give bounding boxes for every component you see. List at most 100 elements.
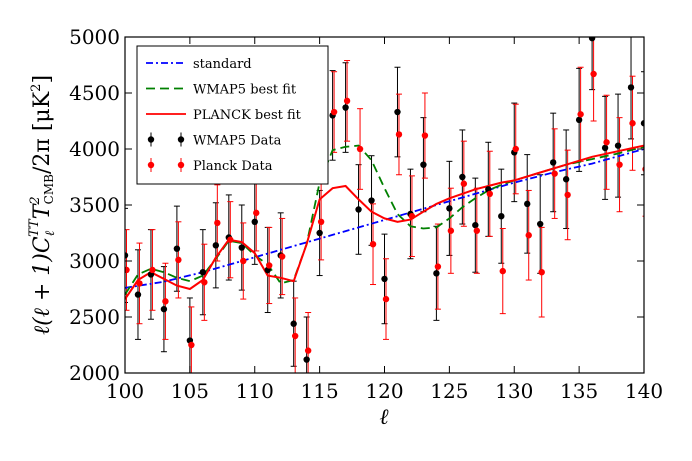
x-tick-label: 110 — [236, 379, 274, 403]
y-tick-label: 3500 — [69, 193, 120, 217]
data-point — [355, 206, 362, 213]
data-point — [459, 173, 466, 181]
data-point — [499, 267, 506, 275]
data-point — [368, 197, 375, 204]
data-point — [473, 227, 481, 234]
data-point — [125, 252, 129, 259]
data-point — [316, 229, 323, 237]
y-tick-label: 2500 — [69, 305, 120, 329]
data-point — [551, 170, 558, 177]
data-point — [173, 245, 181, 252]
y-axis-label: ℓ(ℓ + 1)CℓTTT2CMB/2π [μK2] — [27, 75, 58, 335]
data-point — [525, 232, 532, 239]
data-point — [537, 220, 544, 228]
legend: standard WMAP5 best fit PLANCK best fit WMA… — [136, 45, 329, 185]
data-point — [199, 269, 207, 276]
data-point — [601, 144, 609, 152]
data-point — [616, 161, 623, 168]
legend-swatch-marker — [177, 136, 185, 143]
line-planck-best-fit — [125, 144, 644, 300]
data-point — [251, 218, 258, 225]
data-point — [564, 191, 571, 199]
data-point — [382, 295, 390, 303]
x-tick-label: 130 — [495, 379, 533, 403]
data-point — [212, 242, 220, 249]
data-point — [343, 97, 351, 105]
data-point — [460, 180, 468, 187]
data-point — [627, 84, 635, 91]
data-point — [446, 205, 453, 212]
legend-label: PLANCK best fit — [193, 108, 302, 123]
y-tick-label: 5000 — [69, 25, 120, 49]
data-point — [291, 332, 299, 340]
y-tick-label: 3000 — [69, 249, 120, 273]
data-point — [304, 347, 312, 354]
data-point — [538, 269, 545, 276]
data-point — [395, 131, 403, 138]
data-point — [279, 253, 286, 260]
y-tick-label: 4000 — [69, 137, 120, 161]
legend-box — [136, 45, 329, 185]
data-point — [524, 200, 531, 208]
legend-item: Planck Data — [147, 158, 273, 174]
legend-item: standard — [146, 57, 252, 72]
data-point — [394, 108, 401, 116]
data-point — [420, 161, 427, 168]
legend-swatch-marker — [147, 136, 155, 143]
data-point — [614, 142, 622, 149]
legend-item: WMAP5 Data — [147, 132, 282, 149]
data-point — [134, 291, 142, 298]
data-point — [303, 356, 310, 363]
data-point — [266, 262, 273, 269]
data-point — [577, 111, 584, 118]
data-point — [562, 176, 570, 183]
data-point — [238, 244, 245, 251]
data-point — [421, 132, 429, 139]
x-tick-label: 140 — [625, 379, 663, 403]
data-point — [369, 241, 377, 248]
data-point — [486, 190, 493, 197]
data-point — [136, 280, 143, 287]
data-point — [498, 213, 505, 220]
legend-swatch-marker — [177, 161, 185, 169]
data-point — [588, 37, 596, 42]
plot-frame — [124, 36, 645, 374]
data-point — [162, 298, 169, 305]
data-point — [214, 219, 221, 227]
data-point — [433, 270, 440, 277]
data-point — [472, 221, 479, 229]
y-tick-label: 4500 — [69, 81, 120, 105]
data-point — [356, 145, 364, 153]
data-point — [447, 227, 455, 234]
data-point — [330, 108, 338, 116]
data-point — [201, 279, 208, 286]
data-point — [160, 305, 168, 313]
data-point — [603, 139, 610, 146]
data-point — [227, 236, 234, 243]
data-point — [175, 256, 182, 264]
data-point — [342, 104, 349, 111]
legend-item: WMAP5 best fit — [146, 83, 297, 98]
data-point — [125, 266, 130, 274]
legend-swatch-marker — [147, 161, 155, 169]
legend-label: WMAP5 Data — [193, 134, 282, 149]
data-point — [188, 341, 195, 349]
line-wmap5-best-fit — [125, 144, 644, 296]
x-tick-label: 115 — [301, 379, 339, 403]
data-point — [381, 275, 388, 283]
data-layer — [125, 37, 644, 373]
data-point — [408, 213, 416, 220]
data-point — [629, 120, 636, 127]
data-point — [317, 218, 325, 225]
data-point — [512, 145, 519, 153]
legend-item: PLANCK best fit — [146, 108, 302, 123]
data-point — [240, 257, 247, 265]
data-point — [549, 159, 557, 166]
x-tick-label: 100 — [106, 379, 144, 403]
x-tick-label: 125 — [430, 379, 468, 403]
legend-label: standard — [193, 57, 252, 72]
legend-label: Planck Data — [193, 159, 273, 174]
data-point — [290, 320, 297, 327]
data-point — [575, 116, 583, 124]
